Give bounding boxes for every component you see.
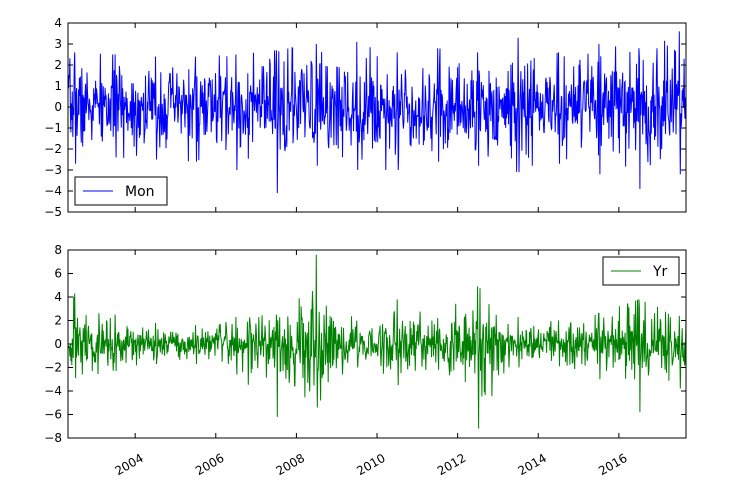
series-line-yr bbox=[68, 254, 686, 429]
x-tick-label: 2014 bbox=[516, 451, 549, 478]
top-panel: 4 3 2 1 0 −1 −2 −3 −4 −5 Mon bbox=[44, 16, 687, 219]
y-tick-label: 2 bbox=[54, 314, 62, 328]
x-tick-label: 2008 bbox=[274, 451, 307, 478]
y-tick-label: −4 bbox=[44, 384, 62, 398]
legend-label: Mon bbox=[125, 184, 155, 200]
x-tick-label: 2006 bbox=[193, 451, 226, 478]
y-tick-label: 6 bbox=[54, 267, 62, 281]
y-tick-label: 4 bbox=[54, 16, 62, 30]
series-line-mon bbox=[68, 31, 686, 194]
x-tick-label: 2010 bbox=[354, 451, 387, 478]
y-tick-label: 0 bbox=[54, 100, 62, 114]
y-tick-label: 4 bbox=[54, 290, 62, 304]
y-tick-label: 2 bbox=[54, 58, 62, 72]
y-tick-label: 3 bbox=[54, 37, 62, 51]
x-tick-label: 2016 bbox=[596, 451, 629, 478]
x-tick-label: 2004 bbox=[112, 451, 145, 478]
bottom-panel: 8 6 4 2 0 −2 −4 −6 −8 2004 2006 2008 2010 2012 2014 201… bbox=[44, 243, 687, 478]
y-tick-label: −4 bbox=[44, 184, 62, 198]
y-tick-label: −3 bbox=[44, 163, 62, 177]
legend-label: Yr bbox=[652, 264, 668, 280]
y-tick-label: 0 bbox=[54, 337, 62, 351]
y-tick-label: −8 bbox=[44, 431, 62, 445]
y-tick-label: −5 bbox=[44, 205, 62, 219]
y-tick-label: −2 bbox=[44, 361, 62, 375]
x-tick-label: 2012 bbox=[435, 451, 468, 478]
y-tick-label: −2 bbox=[44, 142, 62, 156]
y-tick-label: 8 bbox=[54, 243, 62, 257]
y-tick-label: −1 bbox=[44, 121, 62, 135]
y-tick-label: 1 bbox=[54, 79, 62, 93]
y-tick-label: −6 bbox=[44, 408, 62, 422]
legend: Yr bbox=[602, 256, 680, 286]
legend: Mon bbox=[74, 176, 168, 206]
legend-box bbox=[74, 176, 168, 206]
